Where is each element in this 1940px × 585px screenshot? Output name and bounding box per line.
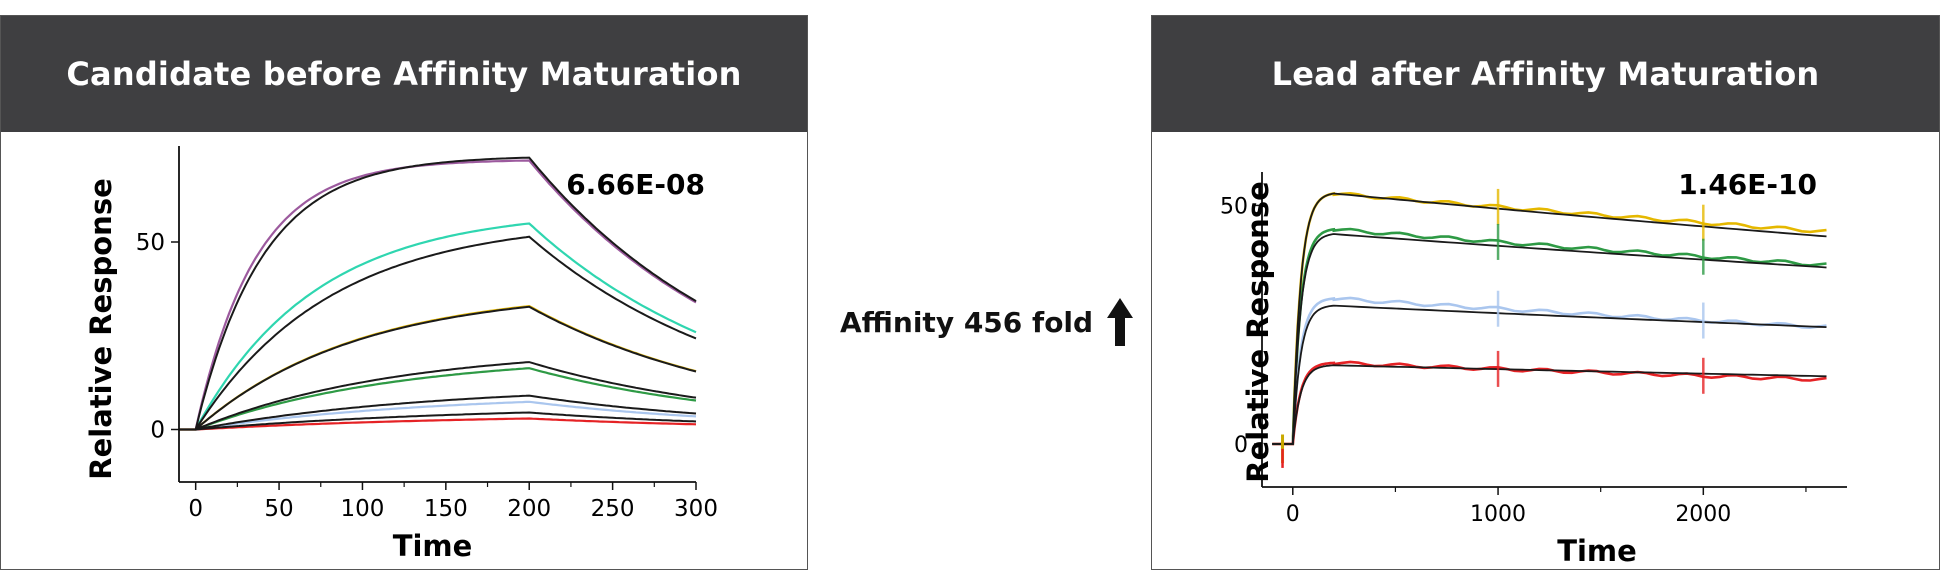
x-tick-label: 0 <box>1286 502 1300 527</box>
data-series-1 <box>179 159 697 431</box>
left-panel-title: Candidate before Affinity Maturation <box>1 16 807 132</box>
x-tick-label: 1000 <box>1470 502 1526 527</box>
fit-line-3 <box>179 305 697 431</box>
left-panel: Candidate before Affinity Maturation 0 50… <box>0 15 808 570</box>
fit-line-4 <box>179 361 697 431</box>
affinity-value-annotation: 1.46E-10 <box>1678 168 1817 201</box>
y-tick-label: 50 <box>1220 194 1248 219</box>
data-series-5 <box>179 400 697 431</box>
affinity-note: Affinity 456 fold <box>840 298 1134 346</box>
fit-line-6 <box>179 411 697 431</box>
up-arrow-icon <box>1107 298 1134 346</box>
data-series-6 <box>179 417 697 431</box>
y-tick-label: 0 <box>1234 433 1248 458</box>
affinity-label: Affinity 456 fold <box>840 305 1094 339</box>
left-chart-area: 0 50 100 150 200 250 300 0 50 Time Relative Respon… <box>1 132 807 569</box>
data-series-2 <box>1272 227 1827 446</box>
y-axis-label: Relative Response <box>84 178 118 480</box>
x-tick-label: 150 <box>424 496 468 522</box>
x-tick-label: 100 <box>340 496 384 522</box>
right-chart-area: 0 1000 2000 0 50 Time Relative Response 1.46E-1… <box>1152 132 1939 569</box>
x-tick-label: 50 <box>264 496 293 522</box>
left-sensorgram-chart: 0 50 100 150 200 250 300 0 50 Time Relative Respon… <box>84 146 718 563</box>
y-tick-label: 50 <box>136 230 165 256</box>
fit-line-2 <box>179 235 697 431</box>
right-panel-title: Lead after Affinity Maturation <box>1152 16 1939 132</box>
affinity-value-annotation: 6.66E-08 <box>566 168 705 201</box>
x-tick-label: 0 <box>188 496 203 522</box>
data-series-4 <box>179 367 697 431</box>
data-series-4 <box>1272 360 1827 446</box>
x-tick-label: 200 <box>507 496 551 522</box>
right-panel: Lead after Affinity Maturation 0 1000 2000… <box>1151 15 1940 570</box>
fit-line-5 <box>179 394 697 431</box>
x-tick-label: 300 <box>674 496 718 522</box>
x-tick-label: 2000 <box>1675 502 1731 527</box>
fit-line-1 <box>179 156 697 431</box>
fit-line-2 <box>1272 233 1827 445</box>
y-axis-label: Relative Response <box>1241 181 1275 483</box>
x-axis-label: Time <box>1557 534 1637 568</box>
right-sensorgram-chart: 0 1000 2000 0 50 Time Relative Response 1.46E-1… <box>1220 168 1847 568</box>
x-tick-label: 250 <box>591 496 635 522</box>
data-series-2 <box>179 222 697 431</box>
fit-line-1 <box>1272 192 1827 445</box>
y-tick-label: 0 <box>150 418 165 444</box>
x-axis-label: Time <box>393 529 473 563</box>
